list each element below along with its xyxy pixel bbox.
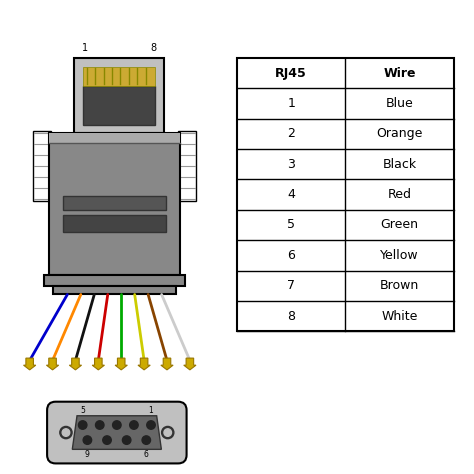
Text: 8: 8 [287, 310, 295, 323]
Bar [63, 215, 166, 232]
Circle shape [142, 436, 151, 444]
Circle shape [130, 421, 138, 429]
Polygon shape [101, 133, 137, 150]
Text: 6: 6 [144, 450, 149, 459]
Text: 4: 4 [287, 188, 295, 201]
Text: Blue: Blue [386, 97, 413, 110]
Bar [178, 130, 196, 201]
Circle shape [78, 421, 87, 429]
Circle shape [60, 427, 72, 438]
Text: 5: 5 [80, 406, 85, 415]
Text: 8: 8 [150, 43, 156, 53]
Text: 1: 1 [82, 43, 88, 53]
Text: 6: 6 [287, 249, 295, 262]
Text: Green: Green [381, 219, 419, 231]
Text: White: White [382, 310, 418, 323]
Polygon shape [92, 358, 104, 370]
Text: Wire: Wire [383, 67, 416, 80]
Circle shape [83, 436, 91, 444]
Bar [48, 133, 181, 275]
Polygon shape [115, 358, 128, 370]
Text: 3: 3 [287, 158, 295, 171]
Polygon shape [73, 416, 161, 449]
Circle shape [147, 421, 155, 429]
Circle shape [122, 436, 131, 444]
Polygon shape [161, 358, 173, 370]
Polygon shape [69, 358, 82, 370]
Bar [74, 58, 164, 133]
Circle shape [103, 436, 111, 444]
Bar [83, 86, 155, 125]
Circle shape [113, 421, 121, 429]
Text: 7: 7 [287, 279, 295, 292]
Bar [237, 58, 454, 331]
Text: Yellow: Yellow [380, 249, 419, 262]
Circle shape [164, 429, 172, 437]
Polygon shape [46, 358, 59, 370]
Text: 2: 2 [287, 128, 295, 140]
Bar [48, 133, 181, 143]
Text: Brown: Brown [380, 279, 419, 292]
Text: Orange: Orange [376, 128, 423, 140]
FancyBboxPatch shape [47, 401, 187, 464]
Polygon shape [138, 358, 150, 370]
Text: 5: 5 [287, 219, 295, 231]
Text: 1: 1 [149, 406, 154, 415]
Bar [33, 130, 51, 201]
Circle shape [62, 429, 70, 437]
Bar [53, 286, 176, 294]
Bar [63, 196, 166, 210]
Polygon shape [24, 358, 36, 370]
Circle shape [162, 427, 174, 438]
Text: Black: Black [383, 158, 417, 171]
Text: Red: Red [388, 188, 411, 201]
Text: 9: 9 [85, 450, 90, 459]
Circle shape [96, 421, 104, 429]
Text: RJ45: RJ45 [275, 67, 307, 80]
Polygon shape [184, 358, 196, 370]
Text: 1: 1 [287, 97, 295, 110]
Bar [83, 67, 155, 86]
Bar [44, 275, 185, 286]
